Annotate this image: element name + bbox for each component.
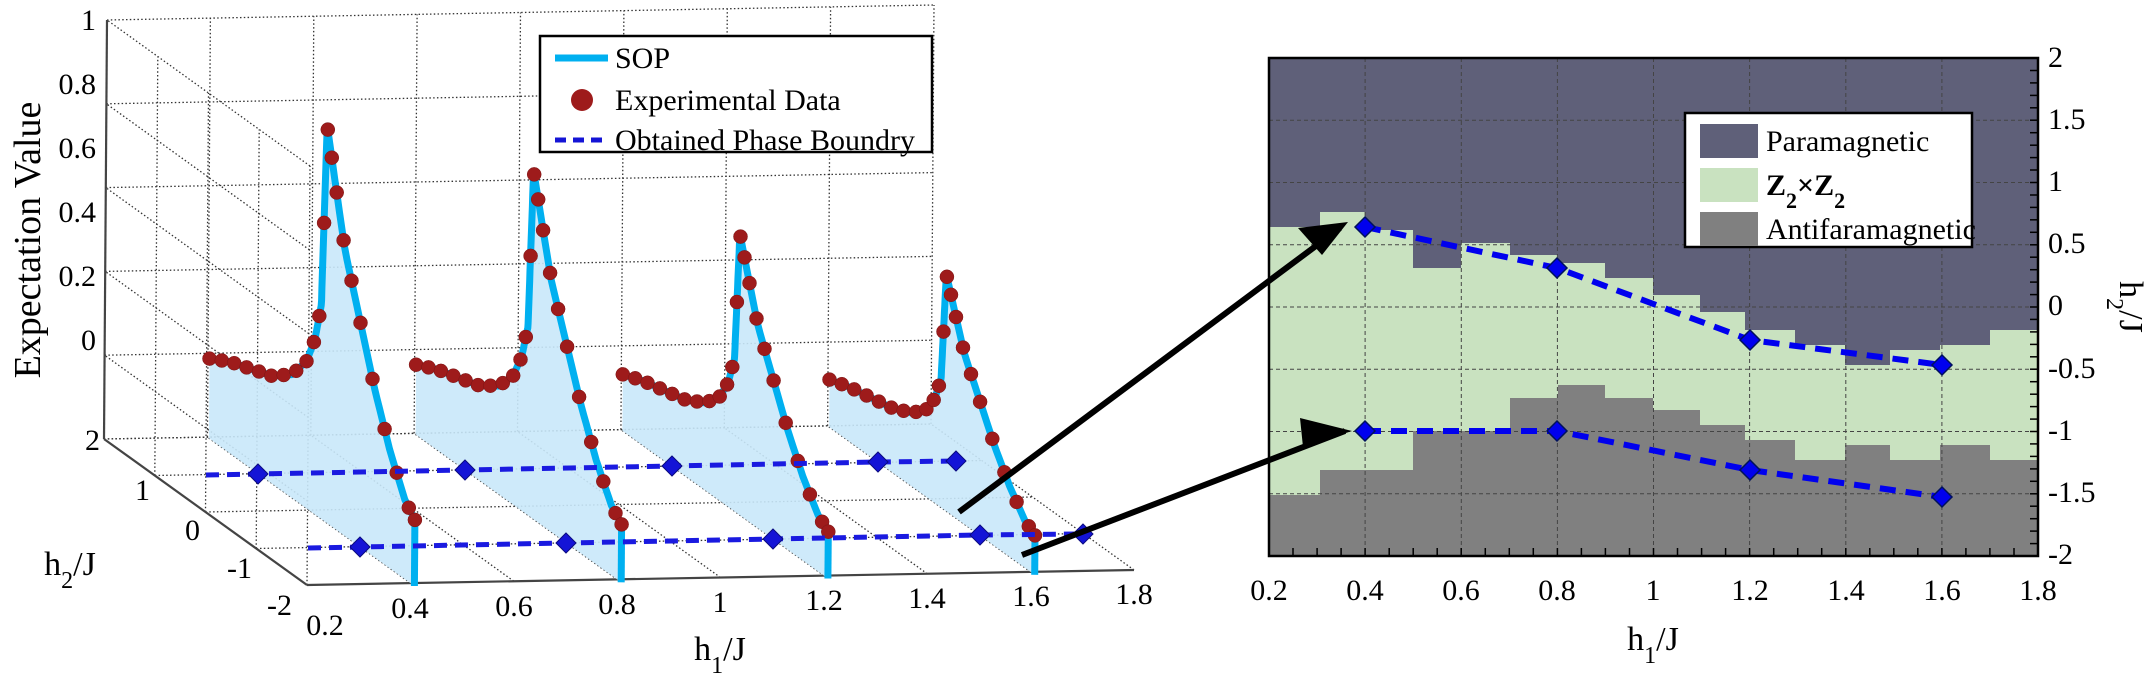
svg-text:0.8: 0.8 [598, 588, 636, 621]
svg-text:-1: -1 [2048, 414, 2073, 447]
svg-text:1.4: 1.4 [908, 582, 946, 615]
svg-text:0.4: 0.4 [391, 592, 429, 625]
svg-text:0.6: 0.6 [59, 132, 97, 165]
svg-text:-1.5: -1.5 [2048, 476, 2096, 509]
svg-text:Obtained Phase Boundry: Obtained Phase Boundry [615, 124, 915, 157]
svg-text:0.6: 0.6 [1442, 574, 1480, 607]
svg-text:1: 1 [135, 474, 150, 507]
svg-text:1.8: 1.8 [1115, 578, 1153, 611]
svg-text:-2: -2 [267, 589, 292, 622]
svg-text:1: 1 [713, 586, 728, 619]
svg-text:2: 2 [2048, 41, 2063, 74]
svg-text:0.5: 0.5 [2048, 227, 2086, 260]
svg-text:-2: -2 [2048, 538, 2073, 571]
svg-text:0.2: 0.2 [59, 260, 97, 293]
svg-text:0.2: 0.2 [306, 609, 344, 642]
svg-text:1.6: 1.6 [1923, 574, 1961, 607]
svg-text:1.2: 1.2 [1731, 574, 1769, 607]
svg-text:1.2: 1.2 [805, 584, 843, 617]
svg-text:0.2: 0.2 [1250, 574, 1288, 607]
svg-text:1: 1 [1646, 574, 1661, 607]
svg-text:0: 0 [81, 324, 96, 357]
svg-text:0.8: 0.8 [59, 68, 97, 101]
svg-text:-1: -1 [227, 552, 252, 585]
svg-text:1.6: 1.6 [1012, 580, 1050, 613]
svg-text:1: 1 [2048, 165, 2063, 198]
svg-text:0.6: 0.6 [495, 590, 533, 623]
svg-text:1.8: 1.8 [2019, 574, 2057, 607]
svg-text:0: 0 [2048, 289, 2063, 322]
svg-text:Experimental Data: Experimental Data [615, 84, 841, 117]
svg-text:Expectation Value: Expectation Value [7, 102, 49, 379]
svg-text:Antifaramagnetic: Antifaramagnetic [1766, 213, 1976, 246]
svg-text:1.5: 1.5 [2048, 103, 2086, 136]
svg-text:SOP: SOP [615, 42, 670, 75]
svg-text:Paramagnetic: Paramagnetic [1766, 125, 1929, 158]
svg-text:2: 2 [85, 424, 100, 457]
svg-text:0: 0 [185, 514, 200, 547]
svg-text:1.4: 1.4 [1827, 574, 1865, 607]
svg-text:0.4: 0.4 [1346, 574, 1384, 607]
svg-text:1: 1 [81, 4, 96, 37]
svg-text:0.4: 0.4 [59, 196, 97, 229]
svg-text:0.8: 0.8 [1538, 574, 1576, 607]
svg-text:-0.5: -0.5 [2048, 352, 2096, 385]
